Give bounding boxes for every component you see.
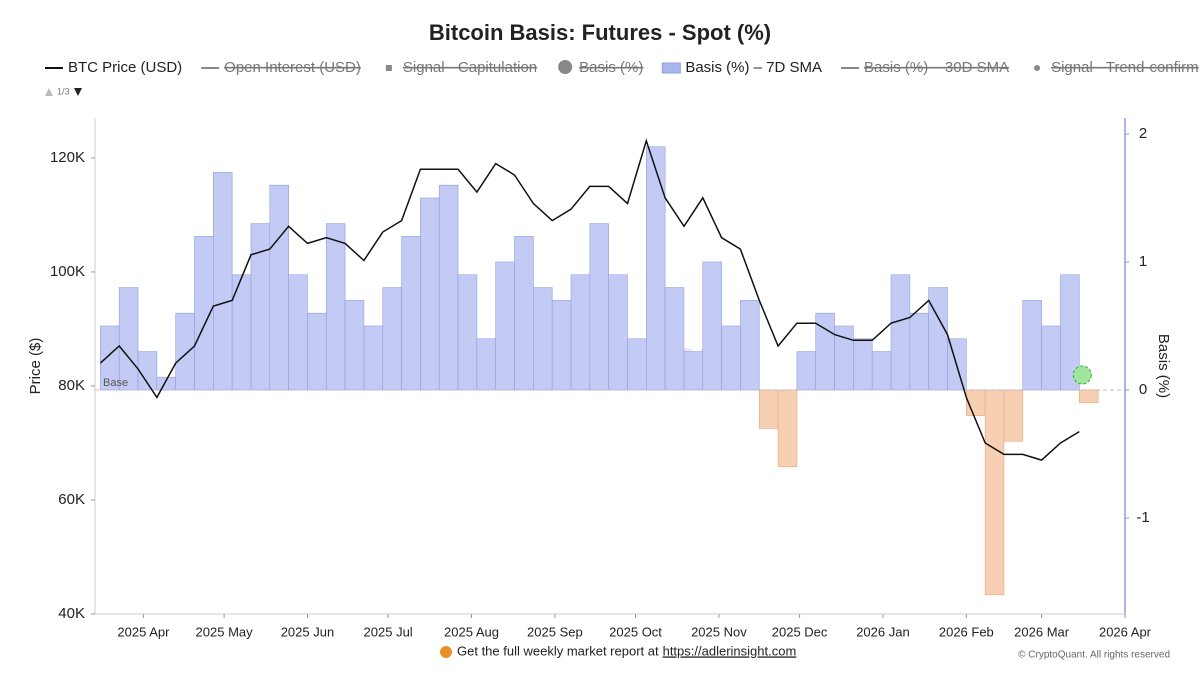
legend-prev[interactable] — [45, 88, 53, 96]
basis-bar — [476, 338, 497, 391]
basis-bar — [250, 223, 271, 391]
basis-bar — [382, 287, 402, 391]
legend-label[interactable]: BTC Price (USD) — [68, 59, 182, 76]
y2-tick-label: 1 — [1139, 253, 1147, 270]
x-tick-label: 2025 Nov — [691, 624, 747, 639]
basis-bar — [551, 300, 572, 391]
basis-bar — [438, 184, 459, 391]
legend-symbol — [558, 60, 573, 74]
x-tick-label: 2026 Apr — [1099, 624, 1152, 639]
basis-bar — [533, 287, 553, 391]
legend-symbol — [385, 65, 392, 71]
legend-label[interactable]: Basis (%) — [579, 59, 643, 76]
basis-bar — [1041, 325, 1061, 391]
footer-link[interactable]: https://adlerinsight.com — [663, 643, 797, 658]
basis-bar — [796, 351, 817, 391]
basis-bar — [984, 389, 1005, 596]
legend-page: 1/3 — [57, 86, 70, 96]
basis-bar — [928, 287, 948, 391]
basis-bar — [1078, 389, 1099, 404]
legend-label[interactable]: Basis (%) – 30D SMA — [864, 59, 1009, 76]
basis-bar — [288, 274, 308, 391]
copyright: © CryptoQuant. All rights reserved — [1018, 650, 1170, 661]
basis-bar — [325, 223, 346, 391]
x-tick-label: 2025 Aug — [444, 624, 499, 639]
x-tick-label: 2025 May — [196, 624, 254, 639]
y-tick-label: 40K — [58, 605, 85, 622]
x-tick-label: 2025 Dec — [772, 624, 828, 639]
basis-bar — [118, 287, 139, 391]
y-tick-label: 100K — [50, 263, 85, 280]
basis-bar — [307, 312, 327, 391]
footer-icon — [440, 646, 452, 658]
footer-text: Get the full weekly market report at — [457, 643, 659, 658]
x-tick-label: 2025 Sep — [527, 624, 583, 639]
basis-bar — [570, 274, 591, 391]
basis-bar — [890, 274, 911, 391]
basis-bar — [1022, 300, 1042, 391]
basis-bar — [175, 312, 195, 391]
signal-marker — [1072, 365, 1092, 385]
basis-bar — [420, 197, 440, 391]
y2-tick-label: 0 — [1139, 381, 1147, 398]
y-axis-label: Price ($) — [27, 338, 44, 395]
legend-next[interactable] — [74, 88, 82, 96]
basis-bar — [1003, 389, 1024, 442]
x-tick-label: 2025 Jun — [281, 624, 335, 639]
basis-bar — [909, 312, 929, 391]
basis-bar — [401, 236, 421, 391]
price-line — [99, 138, 1080, 461]
basis-bar — [721, 325, 741, 391]
basis-bar — [683, 351, 704, 391]
basis-bar — [363, 325, 384, 391]
legend-symbol — [1034, 65, 1041, 71]
basis-bar — [740, 300, 760, 391]
x-tick-label: 2026 Mar — [1014, 624, 1070, 639]
x-tick-label: 2026 Jan — [856, 624, 910, 639]
basis-bar — [495, 261, 515, 391]
y2-axis-label: Basis (%) — [1155, 334, 1172, 398]
y2-tick-label: -1 — [1136, 509, 1149, 526]
basis-bar — [777, 389, 798, 468]
basis-bar — [269, 184, 289, 391]
basis-bar — [853, 338, 873, 391]
x-tick-label: 2026 Feb — [939, 624, 994, 639]
basis-bar — [646, 146, 666, 391]
basis-bar — [871, 351, 892, 391]
baseline-label: Base — [103, 377, 128, 389]
basis-bar — [627, 338, 647, 391]
x-tick-label: 2025 Apr — [117, 624, 170, 639]
basis-bar — [758, 389, 779, 429]
y-tick-label: 120K — [50, 149, 85, 166]
legend-label[interactable]: Open Interest (USD) — [224, 59, 361, 76]
basis-bar — [457, 274, 478, 391]
basis-bar — [514, 236, 534, 391]
x-tick-label: 2025 Jul — [364, 624, 413, 639]
basis-bar — [589, 223, 609, 391]
y-tick-label: 60K — [58, 491, 85, 508]
x-tick-label: 2025 Oct — [609, 624, 662, 639]
basis-bar — [664, 287, 685, 391]
basis-bar — [702, 261, 722, 391]
y2-tick-label: 2 — [1139, 125, 1147, 142]
legend-label[interactable]: Signal - Capitulation — [403, 59, 537, 76]
basis-bar — [213, 172, 233, 391]
y-tick-label: 80K — [58, 377, 85, 394]
legend-label[interactable]: Signal - Trend-confirm — [1051, 59, 1199, 76]
basis-bar — [344, 300, 365, 391]
chart-title: Bitcoin Basis: Futures - Spot (%) — [429, 20, 771, 45]
legend-label[interactable]: Basis (%) – 7D SMA — [685, 59, 822, 76]
basis-bar — [608, 274, 628, 391]
legend-symbol — [661, 62, 681, 74]
